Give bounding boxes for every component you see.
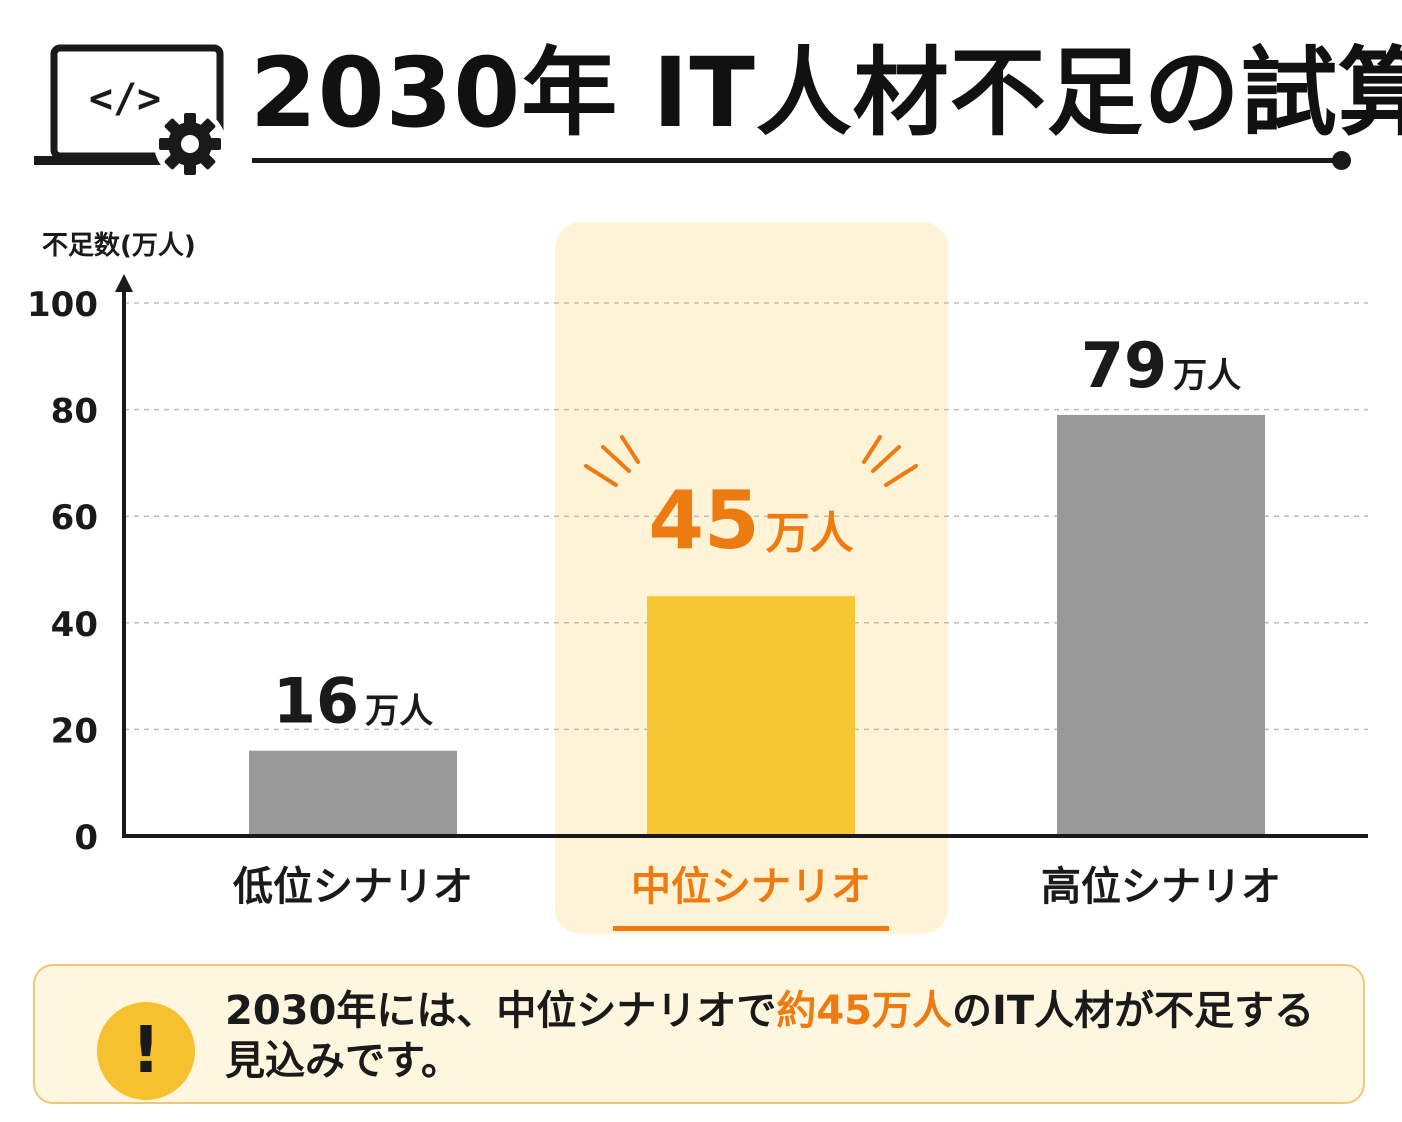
y-tick-label: 80	[51, 392, 98, 432]
burst-line	[620, 435, 640, 464]
y-tick-label: 0	[74, 818, 98, 858]
highlight-underline	[613, 926, 889, 931]
data-label: 45 万人	[648, 474, 853, 567]
bar	[249, 750, 457, 836]
burst-line	[584, 464, 618, 487]
data-label-unit: 万人	[365, 692, 433, 732]
y-tick-label: 20	[51, 711, 98, 751]
burst-line	[601, 445, 631, 473]
y-tick-label: 40	[51, 605, 98, 645]
x-category-label: 中位シナリオ	[631, 864, 871, 910]
laptop-code-gear-icon: </>	[34, 44, 226, 180]
data-label: 79 万人	[1081, 329, 1241, 402]
note-text-highlight: 約45万人	[776, 988, 952, 1034]
y-tick-label: 60	[51, 498, 98, 538]
page-title: 2030年 IT人材不足の試算	[250, 37, 1402, 149]
note-text-before: 2030年には、中位シナリオで	[225, 988, 777, 1034]
data-label-unit: 万人	[1173, 356, 1241, 396]
svg-text:</>: </>	[89, 76, 161, 122]
y-tick-label: 100	[27, 285, 98, 325]
x-category-label: 高位シナリオ	[1041, 864, 1281, 910]
data-label-unit: 万人	[766, 508, 854, 559]
note-box: ! 2030年には、中位シナリオで約45万人のIT人材が不足する見込みです。	[33, 964, 1365, 1104]
note-text: 2030年には、中位シナリオで約45万人のIT人材が不足する見込みです。	[225, 986, 1345, 1086]
data-label-number: 45	[648, 474, 759, 567]
bar	[647, 596, 855, 836]
x-category-label: 低位シナリオ	[233, 864, 473, 910]
burst-line	[862, 435, 882, 464]
note-text-after: のIT人材が不足する見込みです。	[225, 988, 1315, 1084]
title-underline	[252, 158, 1340, 163]
title-underline-dot	[1332, 151, 1351, 170]
bar	[1057, 414, 1265, 836]
exclamation-icon: !	[97, 1002, 195, 1100]
data-label-number: 16	[273, 665, 359, 738]
burst-line	[871, 445, 901, 473]
y-axis-label: 不足数(万人)	[42, 231, 196, 261]
data-label: 16 万人	[273, 665, 433, 738]
data-label-number: 79	[1081, 329, 1167, 402]
y-axis-arrow	[115, 274, 133, 292]
burst-line	[884, 464, 918, 487]
